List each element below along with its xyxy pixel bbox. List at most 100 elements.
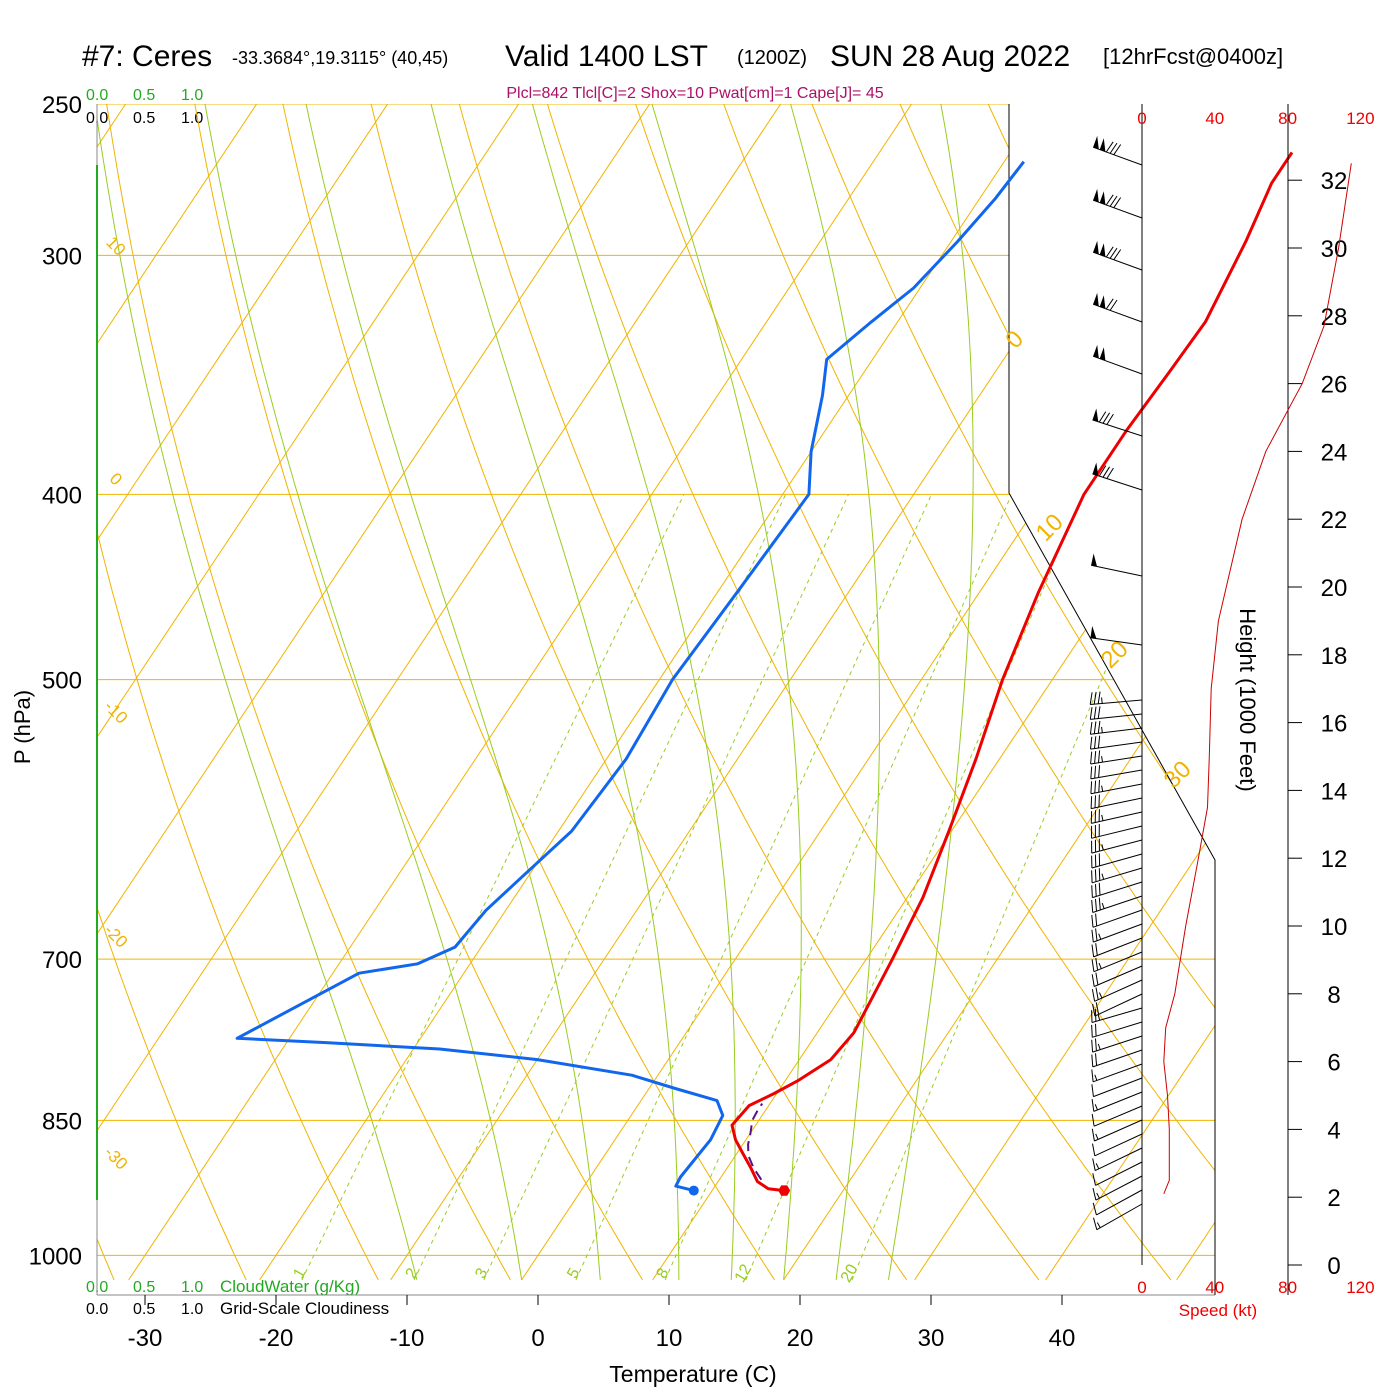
wind-barb-lower bbox=[1091, 823, 1143, 839]
wind-barb-lower bbox=[1091, 853, 1143, 869]
valid-date: SUN 28 Aug 2022 bbox=[830, 40, 1070, 73]
wind-barb-upper bbox=[1092, 408, 1143, 437]
barb-staff bbox=[1093, 937, 1143, 958]
barb-full bbox=[1091, 1113, 1095, 1127]
height-tick-label: 6 bbox=[1327, 1050, 1340, 1077]
barb-half bbox=[1094, 1074, 1098, 1081]
cloud-top-tick-1: 0.5 bbox=[133, 87, 155, 104]
wind-barb-lower bbox=[1091, 909, 1143, 928]
barb-full bbox=[1098, 750, 1101, 763]
barb-full bbox=[1093, 1217, 1098, 1230]
x-tick-label: 20 bbox=[787, 1325, 814, 1352]
dry-adiabat-line bbox=[194, 104, 643, 1281]
barb-staff bbox=[1092, 473, 1143, 491]
cloudiness-top-tick-1: 0.5 bbox=[133, 110, 155, 127]
barb-full bbox=[1097, 720, 1101, 734]
speed-tick-top: 80 bbox=[1278, 109, 1297, 128]
y-axis-title: P (hPa) bbox=[10, 690, 35, 764]
barb-half bbox=[1101, 726, 1103, 733]
y-tick-label: 400 bbox=[42, 482, 82, 509]
height-tick-label: 12 bbox=[1321, 846, 1348, 873]
wind-barb-lower bbox=[1091, 1105, 1143, 1127]
wind-barb-upper bbox=[1092, 344, 1143, 375]
wind-barb-lower bbox=[1090, 794, 1143, 810]
barb-pennant bbox=[1093, 240, 1099, 255]
barb-pennant bbox=[1093, 344, 1099, 359]
barb-full bbox=[1091, 914, 1094, 928]
barb-pennant bbox=[1093, 135, 1099, 150]
wind-barb-lower bbox=[1091, 951, 1143, 973]
barb-half bbox=[1096, 1192, 1100, 1199]
barb-full bbox=[1089, 692, 1093, 705]
barb-full bbox=[1094, 780, 1097, 794]
moist-adiabat-line bbox=[204, 104, 523, 1280]
barb-staff bbox=[1094, 979, 1143, 1002]
barb-full bbox=[1106, 413, 1114, 425]
barb-staff bbox=[1092, 881, 1143, 899]
barb-pennant bbox=[1093, 188, 1099, 203]
wind-barb-lower bbox=[1090, 779, 1143, 795]
barb-full bbox=[1092, 1003, 1096, 1017]
barb-full bbox=[1113, 197, 1122, 208]
wind-barb-lower bbox=[1091, 979, 1143, 1002]
barb-staff bbox=[1090, 713, 1143, 720]
dry-adiabat-line bbox=[97, 104, 379, 1281]
zulu-time: (1200Z) bbox=[737, 47, 807, 69]
barb-half bbox=[1101, 785, 1104, 792]
x-tick-label: -20 bbox=[259, 1325, 294, 1352]
barb-staff bbox=[1090, 755, 1143, 765]
isotherm-line bbox=[97, 104, 389, 1281]
wind-barb-upper bbox=[1092, 462, 1143, 491]
barb-full bbox=[1094, 765, 1097, 779]
wind-barb-upper bbox=[1092, 188, 1143, 219]
barb-staff bbox=[1092, 1021, 1143, 1038]
barb-staff bbox=[1094, 993, 1143, 1017]
speed-tick-bottom: 40 bbox=[1205, 1278, 1224, 1297]
mixing-ratio-line bbox=[851, 494, 1180, 1281]
barb-full bbox=[1090, 736, 1093, 750]
mixing-ratio-lines bbox=[301, 494, 1180, 1281]
mixing-ratio-line bbox=[413, 494, 787, 1281]
wind-barb-lower bbox=[1091, 1021, 1143, 1038]
wind-barb-upper bbox=[1092, 240, 1143, 271]
mixing-ratio-line bbox=[575, 494, 932, 1281]
dry-adiabat-line bbox=[811, 104, 1215, 1281]
isotherm-line bbox=[652, 104, 1215, 1281]
mixing-ratio-label: 20 bbox=[838, 1262, 862, 1286]
barb-staff bbox=[1095, 1161, 1143, 1186]
cloudiness-bottom-tick-2: 1.0 bbox=[181, 1301, 203, 1318]
x-axis-title: Temperature (C) bbox=[609, 1361, 776, 1387]
isotherm-line bbox=[390, 104, 1175, 1281]
height-tick-label: 14 bbox=[1321, 778, 1348, 805]
chart-frame bbox=[96, 104, 1216, 1296]
barb-staff bbox=[1092, 895, 1143, 913]
barb-full bbox=[1106, 467, 1114, 479]
wind-barb-lower bbox=[1089, 720, 1143, 735]
barb-full bbox=[1102, 466, 1111, 478]
barb-staff bbox=[1096, 1189, 1143, 1216]
barb-pennant bbox=[1092, 462, 1099, 476]
barb-full bbox=[1092, 1158, 1096, 1171]
speed-tick-top: 120 bbox=[1346, 109, 1374, 128]
wind-barb-lower bbox=[1090, 809, 1143, 824]
barb-staff bbox=[1093, 951, 1143, 973]
dry-adiabat-line bbox=[282, 104, 776, 1281]
barb-full bbox=[1098, 765, 1101, 778]
barb-full bbox=[1109, 142, 1118, 154]
forecast-label: [12hrFcst@0400z] bbox=[1103, 44, 1283, 69]
x-tick-label: 0 bbox=[531, 1325, 544, 1352]
height-tick-label: 24 bbox=[1321, 439, 1348, 466]
station-coords: -33.3684°,19.3115° (40,45) bbox=[232, 48, 448, 68]
isotherm-line bbox=[128, 104, 913, 1281]
wind-barb-lower bbox=[1092, 1133, 1143, 1157]
x-tick-label: -30 bbox=[128, 1325, 163, 1352]
x-tick-label: 40 bbox=[1049, 1325, 1076, 1352]
cloud-bottom-tick-2: 1.0 bbox=[181, 1279, 203, 1296]
barb-full bbox=[1098, 868, 1101, 881]
barb-full bbox=[1098, 411, 1107, 423]
barb-staff bbox=[1094, 965, 1143, 987]
barb-full bbox=[1095, 1002, 1100, 1015]
sounding-indices: Plcl=842 Tlcl[C]=2 Shox=10 Pwat[cm]=1 Ca… bbox=[506, 85, 883, 102]
barb-staff bbox=[1090, 769, 1143, 780]
barb-half bbox=[1096, 1222, 1101, 1228]
